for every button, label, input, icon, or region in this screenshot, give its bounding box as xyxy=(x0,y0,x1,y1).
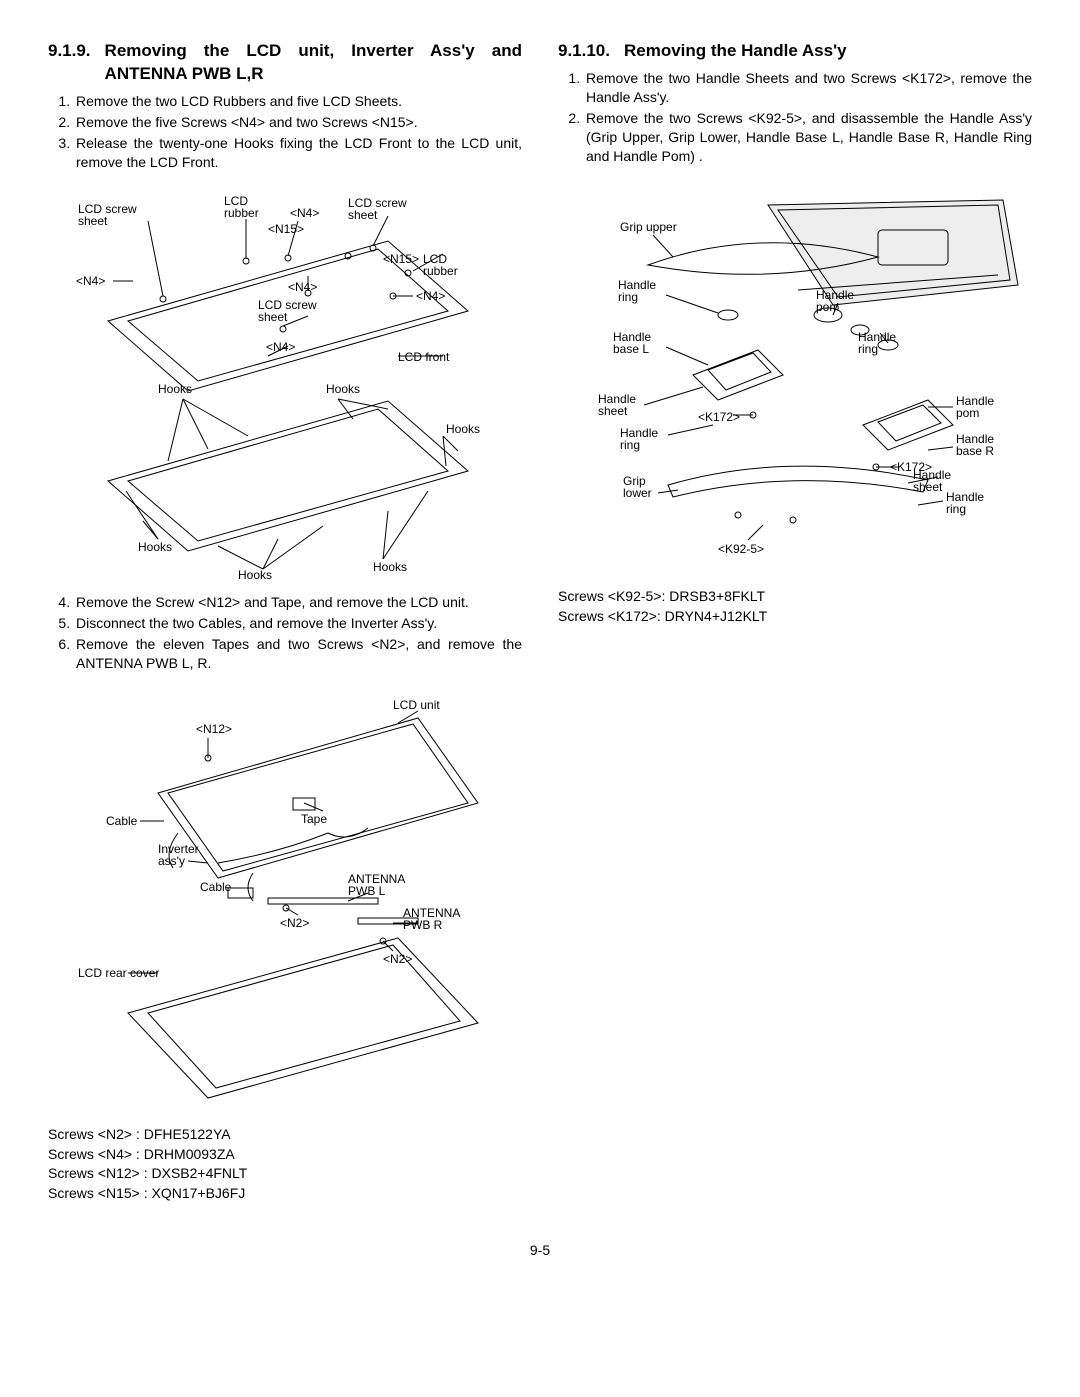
svg-text:<N4>: <N4> xyxy=(76,274,105,288)
svg-text:Cable: Cable xyxy=(106,814,138,828)
svg-text:Hooks: Hooks xyxy=(138,540,172,554)
svg-text:Handlesheet: Handlesheet xyxy=(598,392,636,418)
svg-text:<N2>: <N2> xyxy=(383,952,412,966)
svg-text:Hooks: Hooks xyxy=(238,568,272,581)
svg-text:ANTENNAPWB R: ANTENNAPWB R xyxy=(403,906,460,932)
svg-text:Hooks: Hooks xyxy=(158,382,192,396)
steps-list-b: Remove the Screw <N12> and Tape, and rem… xyxy=(48,593,522,673)
svg-text:LCD screwsheet: LCD screwsheet xyxy=(348,196,407,222)
svg-text:Handlering: Handlering xyxy=(858,330,896,356)
screw-specs-left: Screws <N2> : DFHE5122YA Screws <N4> : D… xyxy=(48,1125,522,1203)
step-item: Remove the two Handle Sheets and two Scr… xyxy=(584,69,1032,107)
svg-text:Tape: Tape xyxy=(301,812,327,826)
svg-text:Inverterass'y: Inverterass'y xyxy=(158,842,199,868)
svg-text:<N4>: <N4> xyxy=(266,340,295,354)
svg-text:LCDrubber: LCDrubber xyxy=(423,252,458,278)
figure-lcd-unit: LCD unit <N12> Cable Tape Inverterass'y … xyxy=(48,683,522,1113)
svg-text:LCD rear cover: LCD rear cover xyxy=(78,966,159,980)
svg-text:Handlepom: Handlepom xyxy=(816,288,854,314)
section-heading-919: 9.1.9. Removing the LCD unit, Inverter A… xyxy=(48,40,522,86)
svg-text:<N4>: <N4> xyxy=(416,289,445,303)
step-item: Release the twenty-one Hooks fixing the … xyxy=(74,134,522,172)
svg-text:Handlebase L: Handlebase L xyxy=(613,330,651,356)
left-column: 9.1.9. Removing the LCD unit, Inverter A… xyxy=(48,40,522,1203)
section-number: 9.1.10. xyxy=(558,40,610,63)
figure-lcd-front: LCD screwsheet LCDrubber <N4> LCD screws… xyxy=(48,181,522,581)
screw-line: Screws <N2> : DFHE5122YA xyxy=(48,1125,522,1145)
svg-text:<N15>: <N15> xyxy=(268,222,304,236)
section-title: Removing the LCD unit, Inverter Ass'y an… xyxy=(105,40,522,86)
screw-specs-right: Screws <K92-5>: DRSB3+8FKLT Screws <K172… xyxy=(558,587,1032,626)
svg-text:Handlebase R: Handlebase R xyxy=(956,432,994,458)
screw-line: Screws <K172>: DRYN4+J12KLT xyxy=(558,607,1032,627)
step-item: Disconnect the two Cables, and remove th… xyxy=(74,614,522,633)
svg-text:Grip upper: Grip upper xyxy=(620,220,677,234)
svg-text:<N12>: <N12> xyxy=(196,722,232,736)
step-item: Remove the five Screws <N4> and two Scre… xyxy=(74,113,522,132)
svg-text:Hooks: Hooks xyxy=(326,382,360,396)
steps-list-right: Remove the two Handle Sheets and two Scr… xyxy=(558,69,1032,165)
svg-text:LCD front: LCD front xyxy=(398,350,450,364)
svg-text:<N2>: <N2> xyxy=(280,916,309,930)
figure-handle-assy: Grip upper Handlering Handlepom Handleba… xyxy=(558,175,1032,575)
svg-text:Hooks: Hooks xyxy=(446,422,480,436)
svg-text:<N4>: <N4> xyxy=(288,280,317,294)
screw-line: Screws <N15> : XQN17+BJ6FJ xyxy=(48,1184,522,1204)
svg-text:<K92-5>: <K92-5> xyxy=(718,542,764,556)
svg-text:<K172>: <K172> xyxy=(698,410,740,424)
svg-text:Handlering: Handlering xyxy=(620,426,658,452)
right-column: 9.1.10. Removing the Handle Ass'y Remove… xyxy=(558,40,1032,1203)
svg-text:Griplower: Griplower xyxy=(623,474,652,500)
svg-text:Handlepom: Handlepom xyxy=(956,394,994,420)
screw-line: Screws <N12> : DXSB2+4FNLT xyxy=(48,1164,522,1184)
section-heading-9110: 9.1.10. Removing the Handle Ass'y xyxy=(558,40,1032,63)
screw-line: Screws <N4> : DRHM0093ZA xyxy=(48,1145,522,1165)
step-item: Remove the two LCD Rubbers and five LCD … xyxy=(74,92,522,111)
step-item: Remove the eleven Tapes and two Screws <… xyxy=(74,635,522,673)
svg-text:<N4>: <N4> xyxy=(290,206,319,220)
page-number: 9-5 xyxy=(48,1241,1032,1260)
svg-text:Hooks: Hooks xyxy=(373,560,407,574)
section-title: Removing the Handle Ass'y xyxy=(624,40,1032,63)
screw-line: Screws <K92-5>: DRSB3+8FKLT xyxy=(558,587,1032,607)
step-item: Remove the Screw <N12> and Tape, and rem… xyxy=(74,593,522,612)
section-number: 9.1.9. xyxy=(48,40,91,63)
svg-text:ANTENNAPWB L: ANTENNAPWB L xyxy=(348,872,405,898)
svg-text:Handlering: Handlering xyxy=(618,278,656,304)
svg-text:LCD screwsheet: LCD screwsheet xyxy=(258,298,317,324)
svg-text:LCD screwsheet: LCD screwsheet xyxy=(78,202,137,228)
svg-text:LCDrubber: LCDrubber xyxy=(224,194,259,220)
step-item: Remove the two Screws <K92-5>, and disas… xyxy=(584,109,1032,166)
svg-text:Cable: Cable xyxy=(200,880,232,894)
svg-text:Handlering: Handlering xyxy=(946,490,984,516)
svg-text:LCD unit: LCD unit xyxy=(393,698,440,712)
steps-list-a: Remove the two LCD Rubbers and five LCD … xyxy=(48,92,522,172)
svg-text:<N15>: <N15> xyxy=(383,252,419,266)
